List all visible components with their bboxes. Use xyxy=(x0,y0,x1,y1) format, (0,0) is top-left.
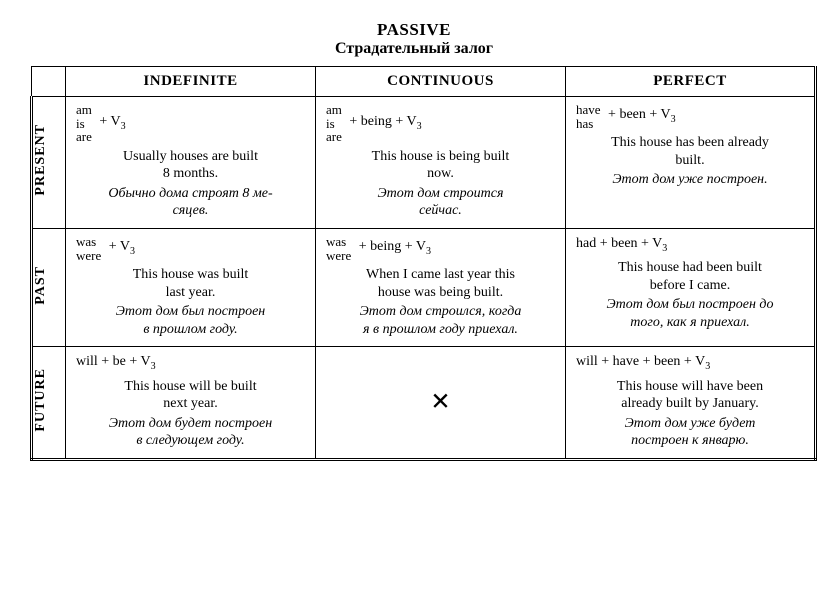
cell-past-perf: had + been + V3 This house had been buil… xyxy=(566,228,816,346)
row-present: PRESENT amisare + V3 Usually houses are … xyxy=(32,97,816,229)
row-future: FUTURE will + be + V3 This house will be… xyxy=(32,347,816,459)
title-sub: Страдательный залог xyxy=(30,40,798,58)
not-used-mark: × xyxy=(326,353,555,424)
cell-past-cont: waswere + being + V3 When I came last ye… xyxy=(316,228,566,346)
passive-table: INDEFINITE CONTINUOUS PERFECT PRESENT am… xyxy=(30,66,817,461)
cell-future-cont: × xyxy=(316,347,566,459)
col-perfect: PERFECT xyxy=(566,67,816,97)
cell-present-indef: amisare + V3 Usually houses are built8 m… xyxy=(66,97,316,229)
cell-present-perf: havehas + been + V3 This house has been … xyxy=(566,97,816,229)
cell-past-indef: waswere + V3 This house was builtlast ye… xyxy=(66,228,316,346)
col-indefinite: INDEFINITE xyxy=(66,67,316,97)
cell-future-perf: will + have + been + V3 This house will … xyxy=(566,347,816,459)
title-main: PASSIVE xyxy=(30,20,798,40)
cell-present-cont: amisare + being + V3 This house is being… xyxy=(316,97,566,229)
corner-cell xyxy=(32,67,66,97)
title-block: PASSIVE Страдательный залог xyxy=(30,20,798,58)
cell-future-indef: will + be + V3 This house will be builtn… xyxy=(66,347,316,459)
col-continuous: CONTINUOUS xyxy=(316,67,566,97)
row-past: PAST waswere + V3 This house was builtla… xyxy=(32,228,816,346)
rowhdr-future: FUTURE xyxy=(32,347,66,459)
rowhdr-present: PRESENT xyxy=(32,97,66,229)
rowhdr-past: PAST xyxy=(32,228,66,346)
